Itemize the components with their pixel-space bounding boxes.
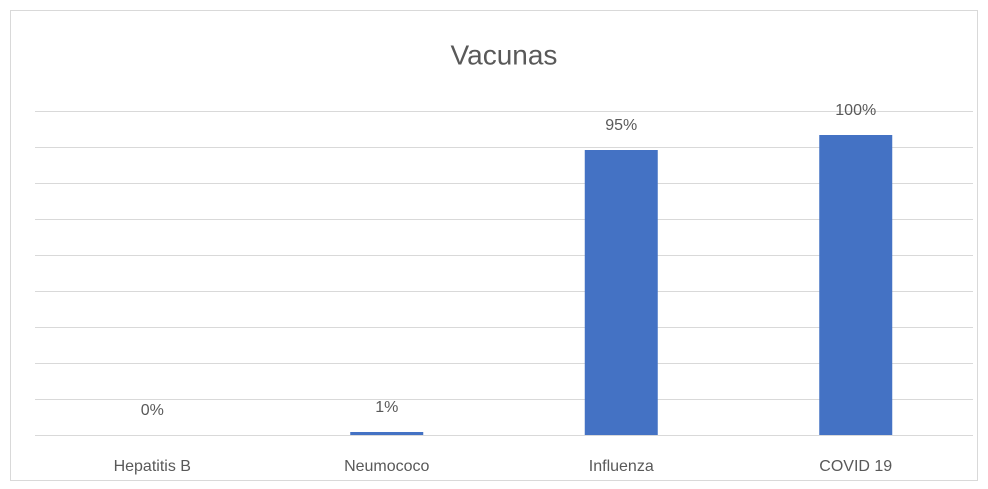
data-label: 100% xyxy=(835,102,876,119)
bar xyxy=(819,135,893,435)
bar xyxy=(350,432,424,435)
x-tick-label: Hepatitis B xyxy=(114,458,191,475)
chart-border xyxy=(10,10,978,481)
data-label: 0% xyxy=(141,402,164,419)
data-label: 95% xyxy=(605,117,637,134)
bar xyxy=(584,150,658,435)
x-tick-label: COVID 19 xyxy=(819,458,892,475)
x-tick-label: Neumococo xyxy=(344,458,429,475)
data-label: 1% xyxy=(375,399,398,416)
chart-title: Vacunas xyxy=(451,39,558,70)
x-tick-label: Influenza xyxy=(589,458,654,475)
